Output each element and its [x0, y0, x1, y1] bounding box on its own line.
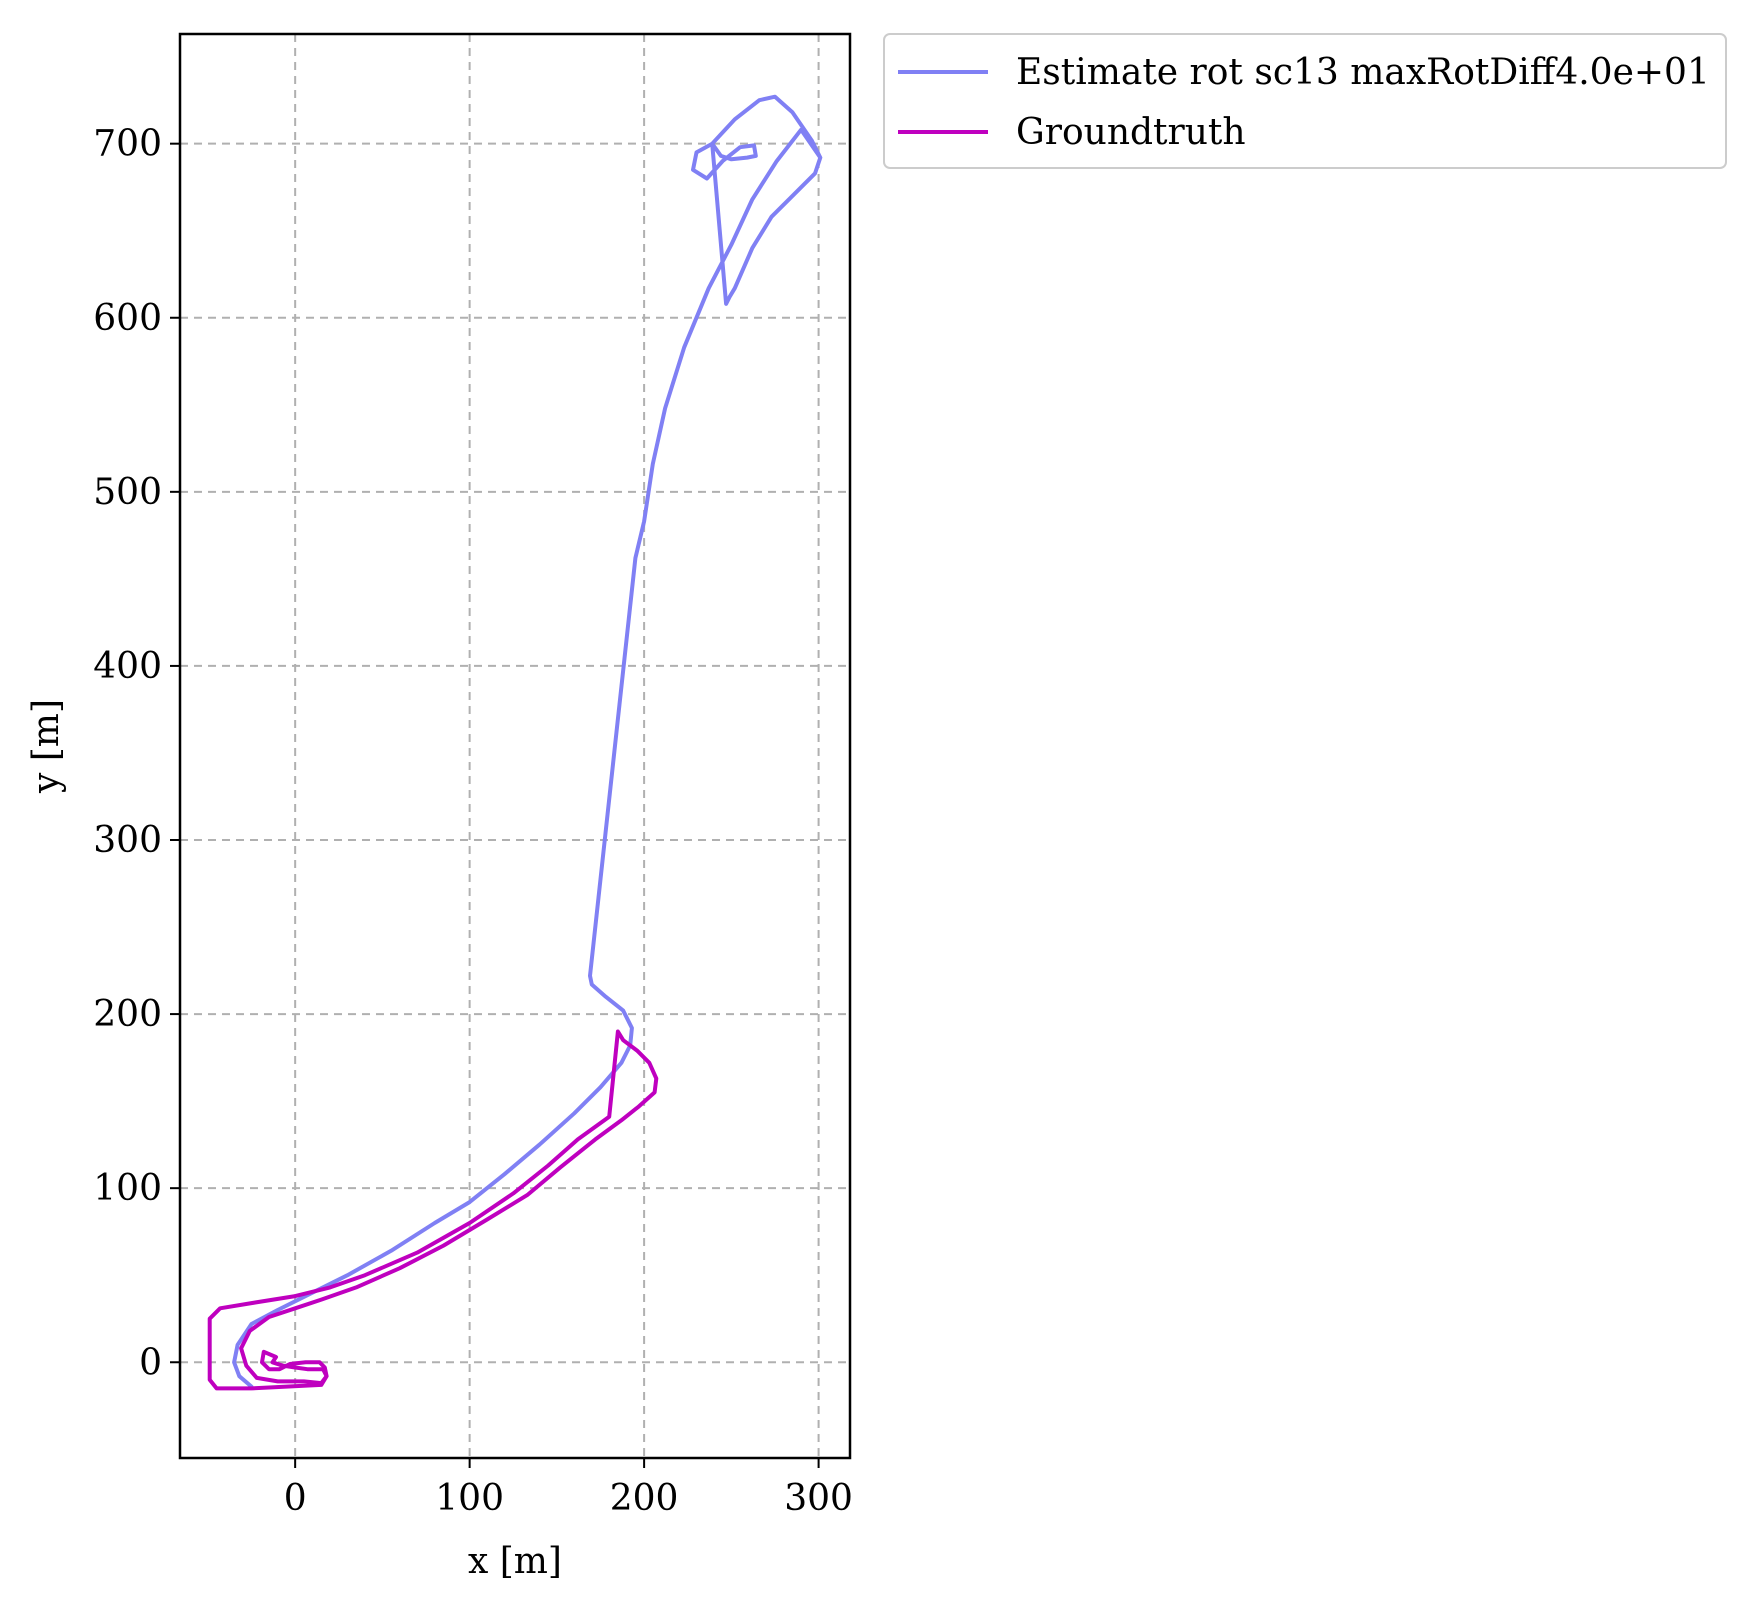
y-tick-label: 100 — [93, 1168, 162, 1209]
y-tick-label: 500 — [93, 472, 162, 513]
y-tick-label: 0 — [139, 1342, 162, 1383]
x-tick-label: 200 — [610, 1478, 679, 1519]
x-axis-label: x [m] — [468, 1541, 562, 1582]
y-tick-label: 300 — [93, 820, 162, 861]
ticks: 0 100 200 300 0 100 200 300 400 500 600 700 — [93, 124, 853, 1519]
legend-label-groundtruth: Groundtruth — [1016, 112, 1246, 153]
y-tick-label: 400 — [93, 646, 162, 687]
series-line-groundtruth — [207, 1029, 659, 1391]
legend: Estimate rot sc13 maxRotDiff4.0e+01 Grou… — [883, 33, 1727, 169]
legend-label-estimate: Estimate rot sc13 maxRotDiff4.0e+01 — [1016, 52, 1710, 93]
legend-box — [883, 33, 1727, 169]
y-tick-label: 200 — [93, 994, 162, 1035]
grid — [180, 34, 850, 1458]
axes-frame — [178, 32, 852, 1460]
series-layer — [207, 94, 823, 1391]
x-tick-label: 300 — [784, 1478, 853, 1519]
y-tick-label: 600 — [93, 298, 162, 339]
series-line-estimate — [232, 94, 823, 1389]
y-tick-label: 700 — [93, 124, 162, 165]
y-axis-label: y [m] — [26, 699, 67, 794]
x-tick-label: 0 — [284, 1478, 307, 1519]
x-tick-label: 100 — [435, 1478, 504, 1519]
